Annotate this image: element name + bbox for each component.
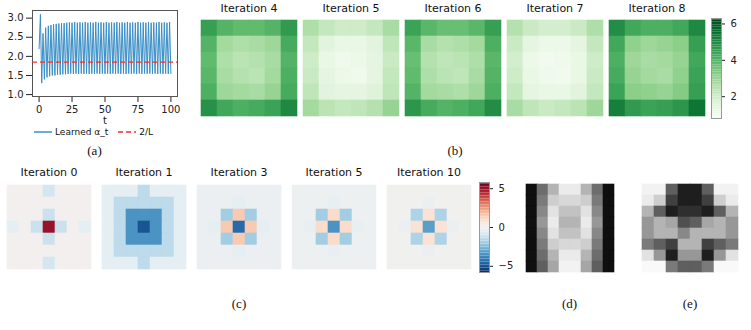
svg-text:0: 0 (36, 104, 42, 115)
svg-text:5: 5 (499, 183, 505, 194)
html-text:Learned α_t: Learned α_t (55, 127, 109, 137)
html-text:Iteration 5: Iteration 5 (305, 166, 363, 179)
svg-text:6: 6 (731, 18, 737, 29)
svg-text:−5: −5 (499, 260, 514, 271)
svg-text:1.0: 1.0 (8, 89, 24, 100)
svg-text:2: 2 (731, 91, 737, 102)
html-text:Iteration 0: Iteration 0 (20, 166, 78, 179)
html-text:Iteration 7: Iteration 7 (526, 2, 584, 15)
html-text:(a): (a) (87, 143, 102, 158)
html-text:Iteration 4: Iteration 4 (220, 2, 278, 15)
svg-text:100: 100 (161, 104, 180, 115)
svg-text:0: 0 (499, 222, 505, 233)
svg-text:t: t (103, 115, 107, 126)
svg-text:25: 25 (66, 104, 79, 115)
svg-text:2.0: 2.0 (8, 51, 24, 62)
html-text:Iteration 6: Iteration 6 (424, 2, 482, 15)
html-text:Iteration 1: Iteration 1 (115, 166, 173, 179)
html-text:(d): (d) (561, 296, 578, 311)
html-text:(e): (e) (682, 296, 698, 311)
svg-text:1.5: 1.5 (8, 70, 24, 81)
svg-text:4: 4 (731, 55, 737, 66)
html-text:2/L: 2/L (139, 127, 153, 137)
svg-text:50: 50 (99, 104, 112, 115)
html-text:Iteration 8: Iteration 8 (628, 2, 686, 15)
svg-text:75: 75 (132, 104, 145, 115)
svg-text:2.5: 2.5 (8, 31, 24, 42)
svg-text:3.0: 3.0 (8, 12, 24, 23)
html-text:Iteration 3: Iteration 3 (210, 166, 268, 179)
html-text:(b): (b) (447, 143, 463, 158)
html-text:(c): (c) (231, 296, 247, 311)
html-text:Iteration 5: Iteration 5 (322, 2, 380, 15)
html-text:Iteration 10: Iteration 10 (396, 166, 462, 179)
